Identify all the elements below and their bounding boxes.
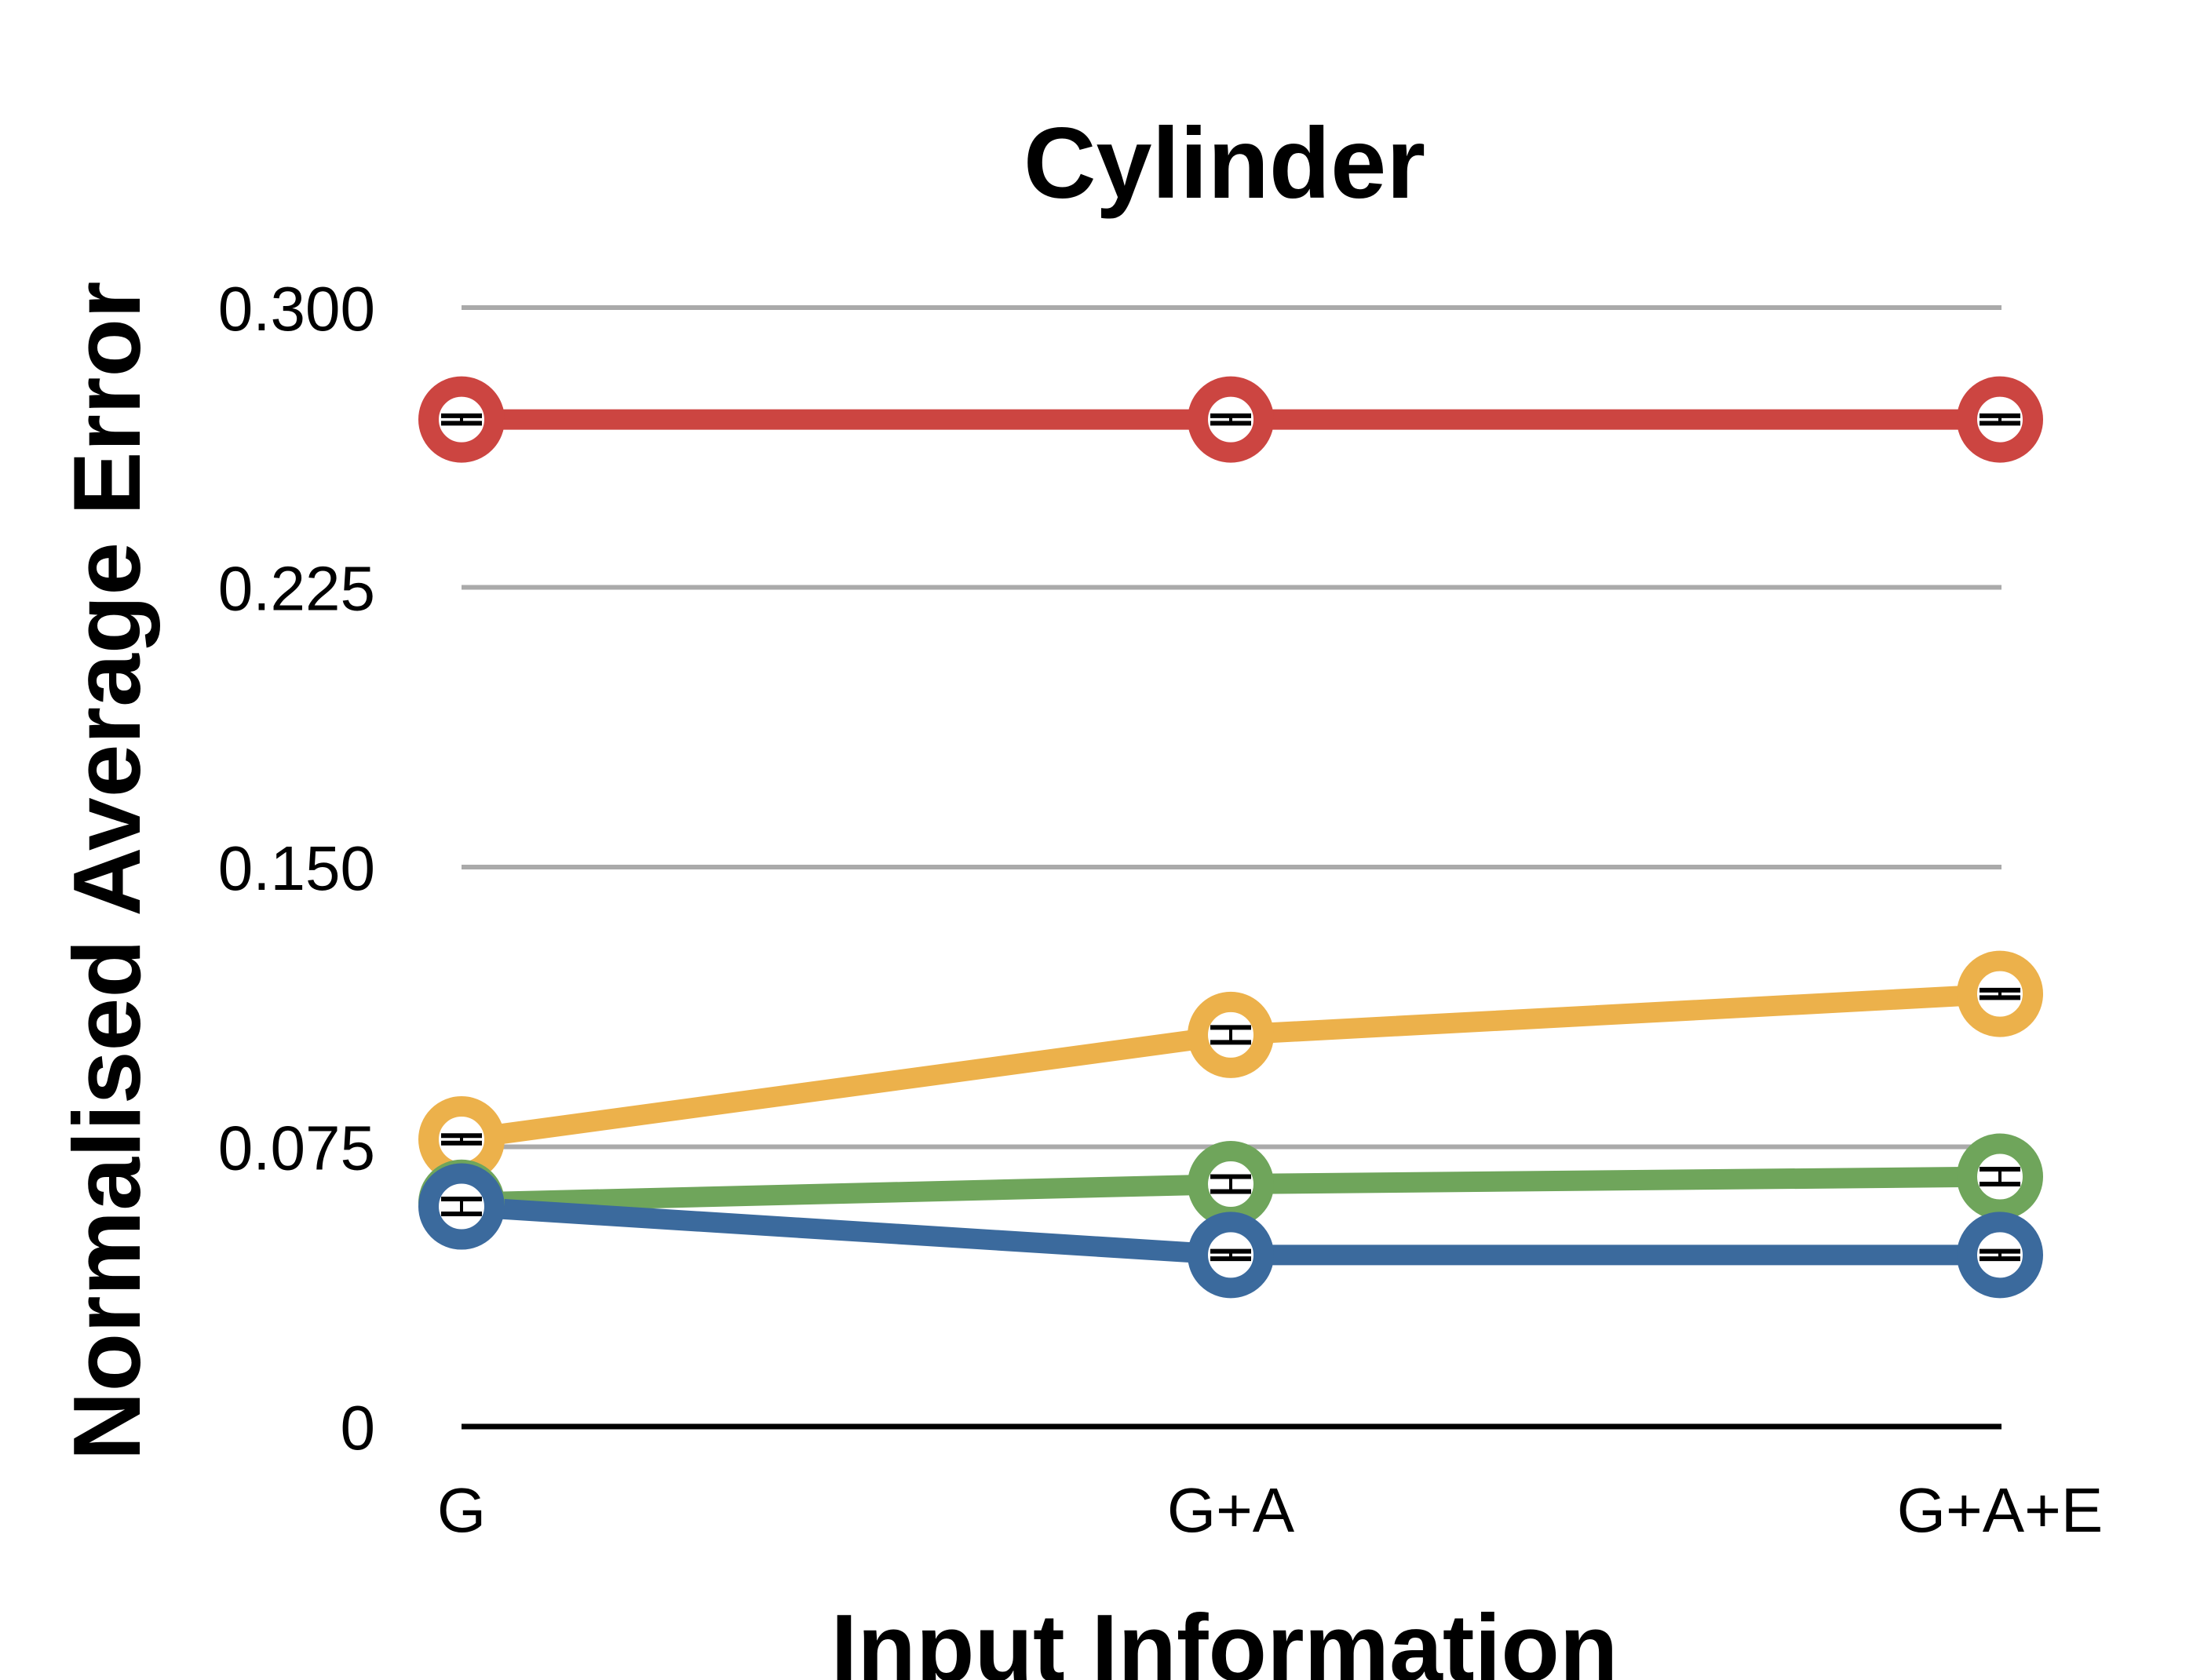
y-axis-label: Normalised Average Error [53,281,160,1460]
grid-lines [462,305,2001,1430]
y-tick-labels: 0 0.075 0.150 0.225 0.300 [218,274,375,1463]
x-axis-label: Input Information [831,1594,1618,1680]
series-1-markers [418,950,2043,1183]
error-bar [1210,1248,1251,1262]
y-tick-label: 0.075 [218,1113,375,1183]
error-bar [1210,1025,1251,1045]
series-0-markers [418,376,2043,463]
error-bar [441,413,482,426]
y-tick-label: 0.300 [218,274,375,344]
series-3-markers [418,1163,2043,1299]
x-tick-label: G [437,1475,486,1545]
error-bar [1980,1248,2020,1262]
series-layer [418,376,2043,1299]
error-bar [1980,413,2020,426]
error-bar [1980,987,2020,1000]
x-tick-label: G+A+E [1897,1475,2103,1545]
y-tick-label: 0.150 [218,833,375,903]
y-tick-label: 0.225 [218,554,375,624]
chart-title: Cylinder [1024,108,1425,220]
error-bar [441,1197,482,1217]
y-tick-label: 0 [341,1393,376,1463]
error-bar [1210,1174,1251,1194]
error-bar [1980,1167,2020,1187]
error-bar [441,1133,482,1146]
x-tick-label: G+A [1167,1475,1295,1545]
error-bar [1210,413,1251,426]
x-tick-labels: G G+A G+A+E [437,1475,2103,1545]
